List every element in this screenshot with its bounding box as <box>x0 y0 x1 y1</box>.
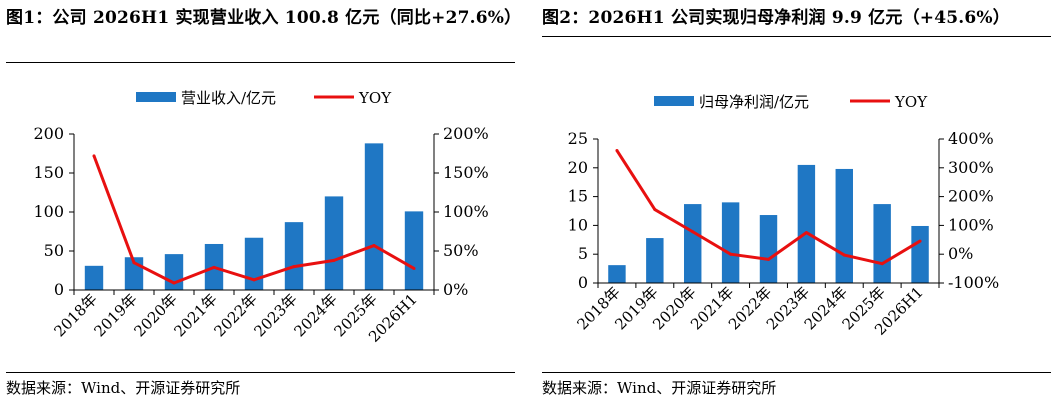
yoy-point <box>292 265 296 269</box>
bar <box>646 238 664 283</box>
bar <box>797 164 816 283</box>
y-left-tick-label: 5 <box>578 244 588 263</box>
legend-swatch-bar <box>654 96 694 106</box>
y-right-tick-label: 200% <box>443 124 489 143</box>
y-right-tick-label: 0% <box>443 280 468 299</box>
yoy-point <box>691 230 695 234</box>
chart-title: 图1：公司 2026H1 实现营业收入 100.8 亿元（同比+27.6%） <box>6 8 522 28</box>
x-tick-label: 2024年 <box>290 290 340 340</box>
yoy-point <box>372 244 376 248</box>
y-left-tick-label: 0 <box>54 280 64 299</box>
y-left-tick-label: 50 <box>44 241 64 260</box>
bar <box>759 215 778 283</box>
y-right-tick-label: 300% <box>948 158 994 177</box>
bar <box>164 254 184 290</box>
axes <box>597 139 940 284</box>
y-left-tick-label: 0 <box>578 273 588 292</box>
legend-label-bar: 归母净利润/亿元 <box>699 93 809 111</box>
source-divider <box>542 372 1051 373</box>
yoy-point <box>92 154 96 158</box>
yoy-point <box>767 257 770 261</box>
revenue-chart: 营业收入/亿元 YOY 0 50 100 150 200 0% 50% 100% 150% 200% 2… <box>33 89 489 346</box>
yoy-point <box>880 262 884 266</box>
bar <box>284 222 304 290</box>
x-tick-label: 2020年 <box>130 290 180 340</box>
legend: 归母净利润/亿元 YOY <box>654 93 928 111</box>
x-tick-label: 2019年 <box>90 290 140 340</box>
bar <box>84 265 104 290</box>
yoy-point <box>653 208 657 212</box>
yoy-point <box>918 239 922 243</box>
chart-title: 图2：2026H1 公司实现归母净利润 9.9 亿元（+45.6%） <box>542 8 1010 28</box>
bar <box>608 265 626 283</box>
y-right-tick-label: 150% <box>443 163 489 182</box>
y-left-tick-label: 100 <box>33 202 64 221</box>
yoy-point <box>804 231 808 235</box>
legend-label-line: YOY <box>358 89 392 107</box>
legend-label-line: YOY <box>894 93 928 111</box>
yoy-point <box>412 266 416 270</box>
bar <box>244 237 264 290</box>
y-left-tick-label: 150 <box>33 163 64 182</box>
yoy-point <box>842 253 846 257</box>
bar <box>873 204 891 283</box>
x-tick-label: 2021年 <box>170 290 220 340</box>
bar <box>721 202 740 283</box>
yoy-point <box>729 252 733 256</box>
legend: 营业收入/亿元 YOY <box>136 89 392 107</box>
title-divider <box>6 62 515 63</box>
bar <box>835 168 853 283</box>
source-note: 数据来源：Wind、开源证券研究所 <box>6 379 241 397</box>
x-tick-label: 2023年 <box>250 290 300 340</box>
title-divider <box>542 36 1051 37</box>
yoy-point <box>172 281 176 285</box>
y-right-tick-label: 100% <box>948 215 994 234</box>
y-left-tick-label: 15 <box>568 187 588 206</box>
chart-panel-revenue: 图1：公司 2026H1 实现营业收入 100.8 亿元（同比+27.6%） 营… <box>6 0 521 405</box>
yoy-point <box>615 149 619 153</box>
yoy-point <box>252 278 256 282</box>
y-right-tick-label: 200% <box>948 187 994 206</box>
net-profit-chart: 归母净利润/亿元 YOY 0 5 10 15 20 25 -100% 0% 100% 200% 300%… <box>568 93 1000 339</box>
yoy-point <box>212 265 216 269</box>
yoy-point <box>332 258 336 262</box>
bar <box>911 225 929 283</box>
y-right-tick-label: 400% <box>948 129 994 148</box>
bar <box>364 143 384 290</box>
bar <box>324 196 344 290</box>
legend-label-bar: 营业收入/亿元 <box>181 89 276 107</box>
legend-swatch-bar <box>136 92 176 102</box>
source-note: 数据来源：Wind、开源证券研究所 <box>542 379 777 397</box>
y-right-tick-label: -100% <box>948 273 999 292</box>
y-right-tick-label: 0% <box>948 244 973 263</box>
yoy-point <box>132 261 136 265</box>
y-left-tick-label: 20 <box>568 158 588 177</box>
bar <box>684 204 702 283</box>
y-left-tick-label: 200 <box>33 124 64 143</box>
chart-panel-net-profit: 图2：2026H1 公司实现归母净利润 9.9 亿元（+45.6%） 归母净利润… <box>542 0 1057 405</box>
y-right-tick-label: 100% <box>443 202 489 221</box>
x-tick-label: 2022年 <box>210 290 260 340</box>
bar <box>404 211 424 290</box>
y-left-tick-label: 25 <box>568 129 588 148</box>
y-left-tick-label: 10 <box>568 215 588 234</box>
source-divider <box>6 372 515 373</box>
y-right-tick-label: 50% <box>443 241 479 260</box>
